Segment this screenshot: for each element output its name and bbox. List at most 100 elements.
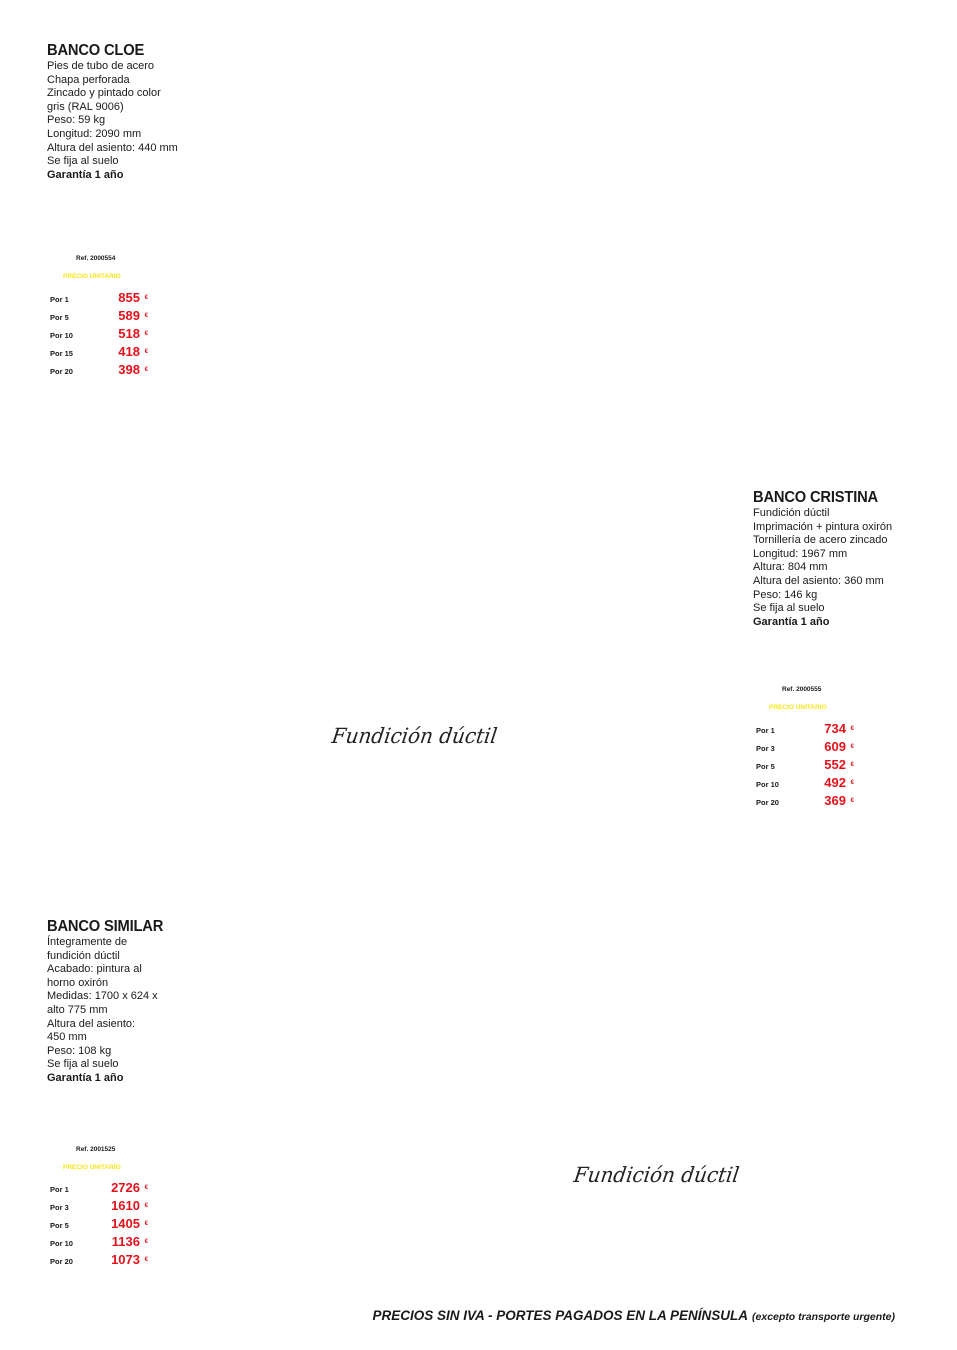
price-table-cloe: Ref. 2000554 PRECIO UNITARIO Por 1 855 €… — [50, 255, 170, 385]
spec-line: Pies de tubo de acero — [47, 60, 155, 72]
quantity-label: Por 10 — [756, 780, 779, 789]
euro-symbol: € — [144, 1221, 148, 1227]
spec-line: alto 775 mm — [47, 1003, 108, 1016]
spec-line: Altura del asiento: 360 mm — [753, 574, 884, 587]
quantity-label: Por 5 — [756, 762, 775, 771]
guarantee-label: Garantía 1 año — [753, 615, 830, 628]
price-value: 1073 — [111, 1252, 140, 1267]
product-title: BANCO CRISTINA — [753, 489, 879, 506]
spec-line: Fundición dúctil — [753, 507, 830, 519]
spec-line: Se fija al suelo — [753, 602, 825, 615]
euro-symbol: € — [850, 780, 854, 786]
price-value: 2726 — [111, 1180, 140, 1195]
euro-symbol: € — [144, 331, 148, 337]
spec-line: Altura: 804 mm — [753, 561, 828, 574]
price-row: Por 1 2726 € — [50, 1180, 160, 1198]
spec-line: horno oxirón — [47, 976, 109, 989]
price-value: 855 — [118, 290, 140, 305]
price-row: Por 5 589 € — [50, 308, 160, 326]
price-value: 1610 — [111, 1198, 140, 1213]
price-value: 518 — [118, 326, 140, 341]
euro-symbol: € — [144, 313, 148, 319]
quantity-label: Por 1 — [50, 295, 69, 304]
quantity-label: Por 5 — [50, 1221, 69, 1230]
price-value: 1405 — [111, 1216, 140, 1231]
euro-symbol: € — [144, 1185, 148, 1191]
price-row: Por 10 1136 € — [50, 1234, 160, 1252]
euro-symbol: € — [144, 1239, 148, 1245]
reference-code: Ref. 2001525 — [76, 1146, 116, 1153]
material-caption: Fundición dúctil — [330, 724, 499, 748]
euro-symbol: € — [850, 726, 854, 732]
unit-price-label: PRECIO UNITARIO — [63, 1164, 121, 1171]
price-row: Por 3 1610 € — [50, 1198, 160, 1216]
euro-symbol: € — [850, 744, 854, 750]
euro-symbol: € — [144, 349, 148, 355]
price-table-similar: Ref. 2001525 PRECIO UNITARIO Por 1 2726 … — [50, 1146, 170, 1276]
price-value: 589 — [118, 308, 140, 323]
quantity-label: Por 3 — [756, 744, 775, 753]
quantity-label: Por 3 — [50, 1203, 69, 1212]
spec-line: Altura del asiento: — [47, 1017, 136, 1030]
quantity-label: Por 5 — [50, 313, 69, 322]
footer-notice: PRECIOS SIN IVA - PORTES PAGADOS EN LA P… — [372, 1308, 895, 1323]
price-row: Por 1 855 € — [50, 290, 160, 308]
price-table-cristina: Ref. 2000555 PRECIO UNITARIO Por 1 734 €… — [756, 686, 876, 816]
price-value: 492 — [824, 775, 846, 790]
price-row: Por 10 518 € — [50, 326, 160, 344]
spec-line: Peso: 59 kg — [47, 114, 106, 127]
reference-code: Ref. 2000554 — [76, 255, 116, 262]
material-caption: Fundición dúctil — [572, 1163, 741, 1187]
price-row: Por 3 609 € — [756, 739, 866, 757]
spec-line: Medidas: 1700 x 624 x — [47, 990, 158, 1003]
spec-line: Chapa perforada — [47, 73, 130, 86]
guarantee-label: Garantía 1 año — [47, 1071, 124, 1084]
quantity-label: Por 10 — [50, 331, 73, 340]
product-banco-cloe: BANCO CLOE Pies de tubo de acero Chapa p… — [47, 42, 178, 182]
guarantee-label: Garantía 1 año — [47, 168, 124, 181]
price-value: 398 — [118, 362, 140, 377]
price-row: Por 20 398 € — [50, 362, 160, 380]
quantity-label: Por 20 — [756, 798, 779, 807]
quantity-label: Por 1 — [756, 726, 775, 735]
quantity-label: Por 15 — [50, 349, 73, 358]
spec-line: Acabado: pintura al — [47, 963, 142, 976]
quantity-label: Por 20 — [50, 367, 73, 376]
spec-line: Íntegramente de — [47, 936, 128, 948]
price-value: 552 — [824, 757, 846, 772]
price-row: Por 10 492 € — [756, 775, 866, 793]
unit-price-label: PRECIO UNITARIO — [63, 273, 121, 280]
spec-line: Peso: 108 kg — [47, 1044, 112, 1057]
spec-line: fundición dúctil — [47, 949, 120, 962]
euro-symbol: € — [850, 762, 854, 768]
spec-line: Tornillería de acero zincado — [753, 534, 888, 547]
quantity-label: Por 1 — [50, 1185, 69, 1194]
quantity-label: Por 20 — [50, 1257, 73, 1266]
spec-line: Imprimación + pintura oxirón — [753, 520, 893, 533]
product-title: BANCO SIMILAR — [47, 918, 164, 935]
euro-symbol: € — [144, 367, 148, 373]
euro-symbol: € — [144, 295, 148, 301]
spec-line: Longitud: 1967 mm — [753, 547, 848, 560]
product-banco-similar: BANCO SIMILAR Íntegramente de fundición … — [47, 918, 173, 1086]
euro-symbol: € — [144, 1203, 148, 1209]
price-row: Por 1 734 € — [756, 721, 866, 739]
price-row: Por 5 552 € — [756, 757, 866, 775]
spec-line: Longitud: 2090 mm — [47, 127, 142, 140]
reference-code: Ref. 2000555 — [782, 686, 822, 693]
price-row: Por 20 369 € — [756, 793, 866, 811]
euro-symbol: € — [144, 1257, 148, 1263]
product-banco-cristina: BANCO CRISTINA Fundición dúctil Imprimac… — [753, 489, 892, 629]
product-title: BANCO CLOE — [47, 42, 145, 59]
spec-line: Zincado y pintado color — [47, 87, 161, 100]
price-row: Por 20 1073 € — [50, 1252, 160, 1270]
spec-line: Se fija al suelo — [47, 155, 119, 168]
price-value: 1136 — [111, 1234, 140, 1249]
price-value: 734 — [824, 721, 846, 736]
quantity-label: Por 10 — [50, 1239, 73, 1248]
price-row: Por 5 1405 € — [50, 1216, 160, 1234]
spec-line: gris (RAL 9006) — [47, 100, 124, 113]
footer-note: (excepto transporte urgente) — [752, 1311, 895, 1323]
spec-line: Altura del asiento: 440 mm — [47, 141, 178, 154]
spec-line: 450 mm — [47, 1031, 87, 1044]
